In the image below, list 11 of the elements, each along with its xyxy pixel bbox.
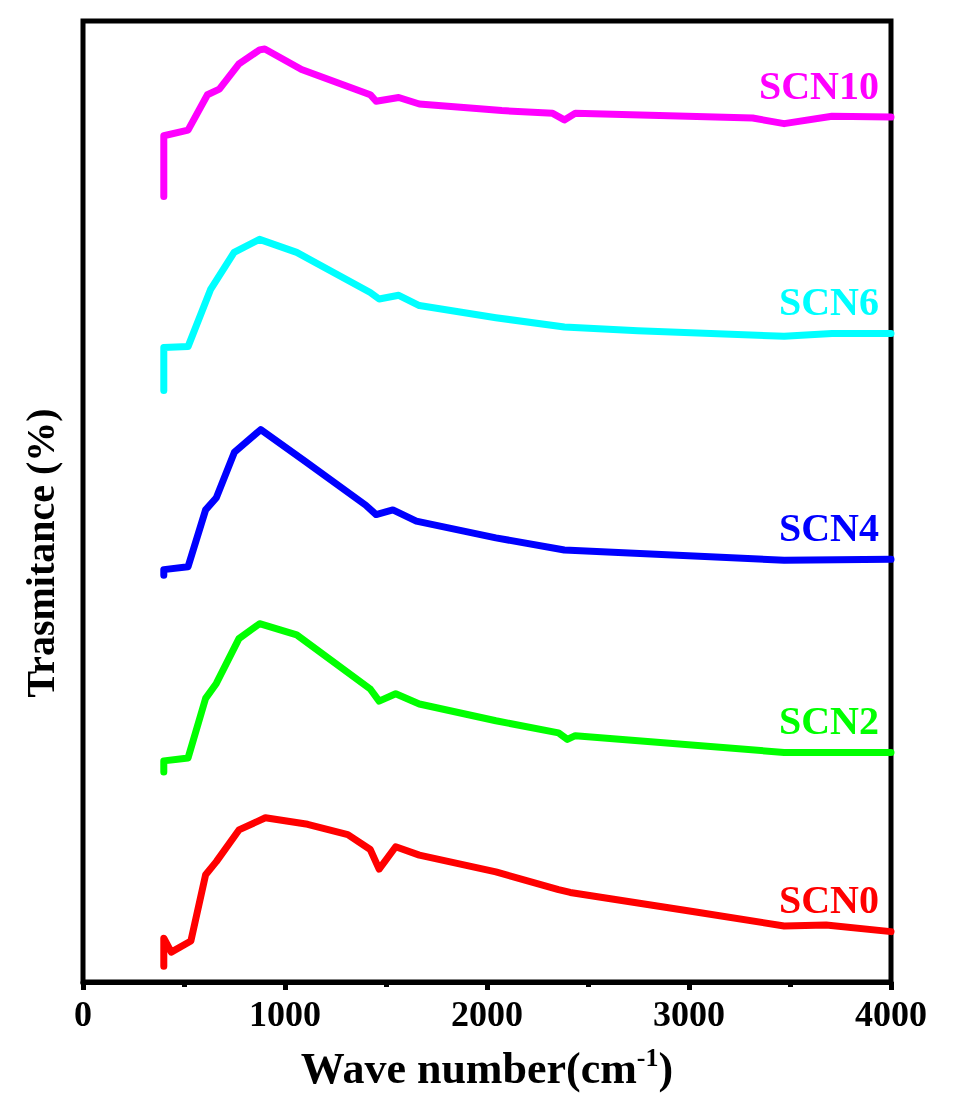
x-tick-label: 3000 [653, 994, 725, 1034]
series-label: SCN0 [778, 877, 879, 923]
y-axis-title: Trasmitance (%) [17, 408, 63, 698]
x-tick-label: 0 [74, 994, 92, 1034]
series-label: SCN2 [778, 697, 879, 743]
series-label: SCN10 [758, 62, 879, 108]
x-tick-label: 2000 [451, 994, 523, 1034]
series-label: SCN4 [778, 504, 879, 550]
series-label: SCN6 [778, 279, 879, 325]
x-tick-label: 1000 [249, 994, 321, 1034]
x-tick-label: 4000 [855, 994, 927, 1034]
